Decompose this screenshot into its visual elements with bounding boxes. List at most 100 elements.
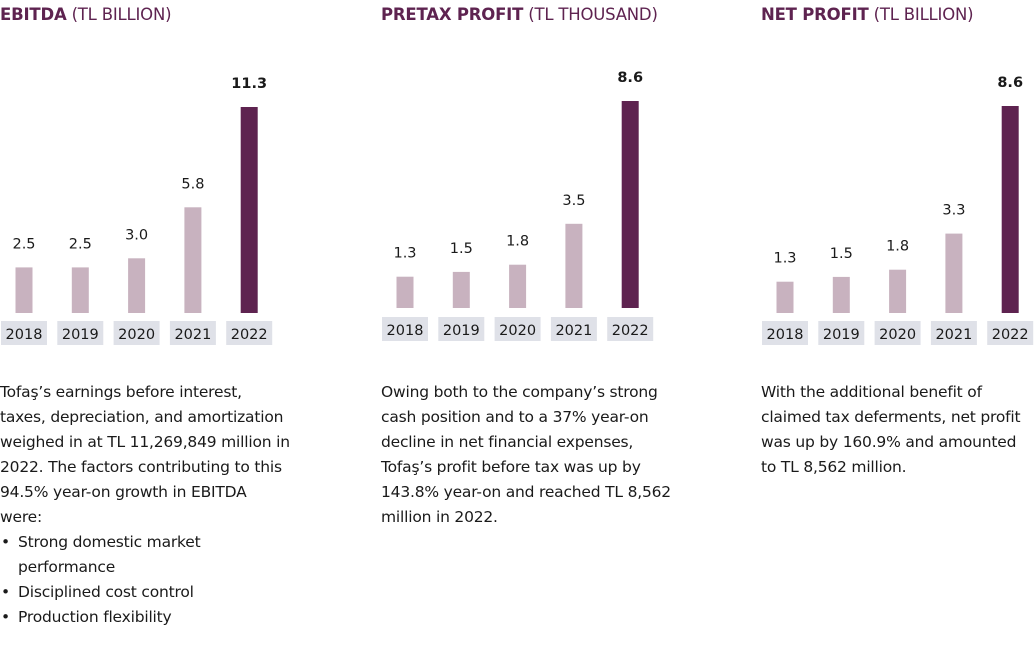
bar-2020 (889, 269, 907, 313)
bar-group-2018: 2.5 2018 (1, 236, 47, 345)
bar-2019 (452, 271, 470, 308)
x-tick-label-2021: 2021 (935, 327, 972, 343)
year-label-box (550, 317, 597, 341)
data-label-2020: 1.8 (506, 234, 529, 250)
panel-ebitda: EBITDA (TL BILLION) 2.5 2018 2.5 2019 3.0 202… (0, 0, 340, 652)
data-label-2021: 5.8 (181, 176, 204, 192)
bar-group-2020: 3.0 2020 (113, 227, 160, 345)
bar-2021 (565, 223, 583, 308)
x-tick-label-2018: 2018 (387, 323, 424, 339)
data-label-2022: 8.6 (997, 75, 1023, 91)
year-label-box (930, 321, 977, 345)
bullet-item: Production flexibility (0, 605, 290, 630)
bar-group-2022: 8.6 2022 (607, 70, 654, 341)
year-label-box (57, 321, 104, 345)
description: With the additional benefit of claimed t… (761, 380, 1034, 480)
description: Tofaş’s earnings before interest, taxes,… (0, 380, 290, 630)
year-label-box (607, 317, 654, 341)
bar-2022 (240, 107, 258, 313)
year-label-box (169, 321, 216, 345)
data-label-2019: 2.5 (69, 236, 92, 252)
year-label-box (113, 321, 160, 345)
bar-chart-ebitda: 2.5 2018 2.5 2019 3.0 2020 5.8 2021 11.3 2022 (1, 76, 273, 345)
x-tick-label-2020: 2020 (499, 323, 536, 339)
description: Owing both to the company’s strong cash … (381, 380, 671, 530)
year-label-box (382, 317, 428, 341)
x-tick-label-2022: 2022 (231, 327, 268, 343)
x-tick-label-2022: 2022 (612, 323, 649, 339)
chart-title-unit: (TL THOUSAND) (528, 5, 658, 24)
year-label-box (438, 317, 485, 341)
bar-2019 (832, 276, 850, 313)
bar-group-2019: 1.5 2019 (438, 241, 485, 341)
data-label-2019: 1.5 (830, 246, 853, 262)
data-label-2019: 1.5 (450, 241, 473, 257)
bar-group-2021: 3.3 2021 (930, 203, 977, 345)
chart-title: PRETAX PROFIT (TL THOUSAND) (381, 5, 658, 24)
x-tick-label-2018: 2018 (6, 327, 43, 343)
data-label-2022: 11.3 (231, 76, 267, 92)
bar-group-2019: 1.5 2019 (818, 246, 865, 345)
x-tick-label-2021: 2021 (174, 327, 211, 343)
bar-2020 (128, 258, 146, 313)
bar-chart-pretax-profit: 1.3 2018 1.5 2019 1.8 2020 3.5 2021 8.6 2022 (382, 70, 654, 341)
chart-title-unit: (TL BILLION) (873, 5, 974, 24)
chart-title-main: EBITDA (0, 5, 67, 24)
year-label-box (818, 321, 865, 345)
x-tick-label-2018: 2018 (767, 327, 804, 343)
bullet-item: Strong domestic market performance (0, 530, 290, 580)
bar-2019 (71, 267, 89, 313)
data-label-2020: 1.8 (886, 239, 909, 255)
bar-2020 (509, 264, 527, 308)
x-tick-label-2019: 2019 (823, 327, 860, 343)
x-tick-label-2020: 2020 (879, 327, 916, 343)
bar-group-2018: 1.3 2018 (382, 246, 428, 341)
data-label-2018: 1.3 (393, 246, 416, 262)
data-label-2021: 3.3 (942, 203, 965, 219)
data-label-2021: 3.5 (562, 193, 585, 209)
x-tick-label-2020: 2020 (118, 327, 155, 343)
x-tick-label-2019: 2019 (443, 323, 480, 339)
year-label-box (226, 321, 273, 345)
year-label-box (1, 321, 47, 345)
bullet-list: Strong domestic market performance Disci… (0, 530, 290, 630)
bar-group-2020: 1.8 2020 (874, 239, 921, 345)
data-label-2018: 1.3 (773, 251, 796, 267)
chart-title: NET PROFIT (TL BILLION) (761, 5, 974, 24)
description-text: Tofaş’s earnings before interest, taxes,… (0, 383, 290, 526)
year-label-box (762, 321, 808, 345)
bar-2021 (945, 233, 963, 313)
year-label-box (987, 321, 1034, 345)
panel-net-profit: NET PROFIT (TL BILLION) 1.3 2018 1.5 2019 1.… (761, 0, 1034, 652)
description-text: Owing both to the company’s strong cash … (381, 383, 671, 526)
data-label-2018: 2.5 (12, 236, 35, 252)
year-label-box (874, 321, 921, 345)
bar-group-2022: 11.3 2022 (226, 76, 273, 345)
bar-2018 (396, 276, 414, 308)
bar-group-2018: 1.3 2018 (762, 251, 808, 345)
chart-title-main: NET PROFIT (761, 5, 869, 24)
bar-2021 (184, 207, 202, 313)
data-label-2022: 8.6 (617, 70, 643, 86)
chart-title: EBITDA (TL BILLION) (0, 5, 172, 24)
chart-title-main: PRETAX PROFIT (381, 5, 524, 24)
x-tick-label-2022: 2022 (992, 327, 1029, 343)
bar-2022 (621, 101, 639, 308)
bar-group-2019: 2.5 2019 (57, 236, 104, 345)
bar-group-2022: 8.6 2022 (987, 75, 1034, 345)
x-tick-label-2019: 2019 (62, 327, 99, 343)
bar-2018 (15, 267, 33, 313)
bar-2018 (776, 281, 794, 313)
description-text: With the additional benefit of claimed t… (761, 383, 1021, 476)
bar-2022 (1001, 106, 1019, 313)
bar-group-2021: 5.8 2021 (169, 176, 216, 345)
panel-pretax-profit: PRETAX PROFIT (TL THOUSAND) 1.3 2018 1.5 20… (381, 0, 681, 652)
bar-group-2020: 1.8 2020 (494, 234, 541, 341)
data-label-2020: 3.0 (125, 227, 148, 243)
bullet-item: Disciplined cost control (0, 580, 290, 605)
bar-group-2021: 3.5 2021 (550, 193, 597, 341)
bar-chart-net-profit: 1.3 2018 1.5 2019 1.8 2020 3.3 2021 8.6 2022 (762, 75, 1034, 345)
year-label-box (494, 317, 541, 341)
chart-title-unit: (TL BILLION) (71, 5, 172, 24)
x-tick-label-2021: 2021 (555, 323, 592, 339)
